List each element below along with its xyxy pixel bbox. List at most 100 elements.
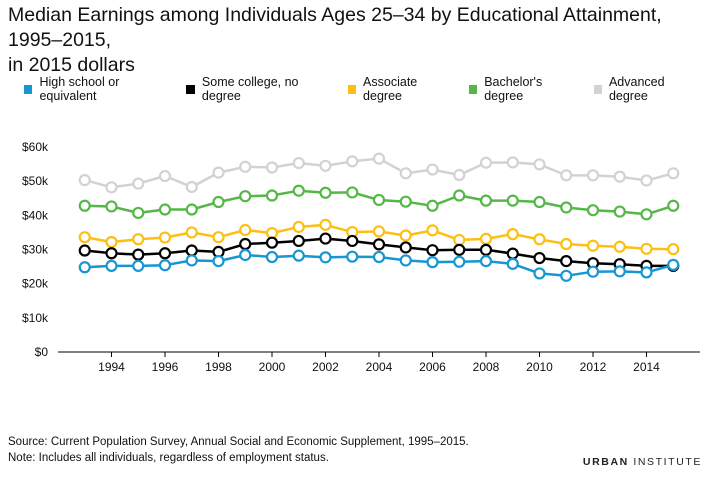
data-point-advanced-degree bbox=[640, 174, 653, 187]
data-point-high-school-or-equivalent bbox=[158, 259, 172, 272]
data-point-bachelor-s-degree bbox=[158, 203, 172, 216]
legend-label-bachelors: Bachelor's degree bbox=[484, 75, 543, 103]
data-point-bachelor-s-degree bbox=[399, 195, 412, 208]
data-point-high-school-or-equivalent bbox=[479, 255, 493, 268]
data-point-high-school-or-equivalent bbox=[346, 250, 359, 263]
data-point-some-college-no-degree bbox=[132, 248, 145, 261]
data-point-high-school-or-equivalent bbox=[533, 267, 546, 280]
data-point-bachelor-s-degree bbox=[667, 199, 680, 212]
data-point-advanced-degree bbox=[212, 166, 225, 179]
data-point-advanced-degree bbox=[667, 167, 680, 180]
data-point-advanced-degree bbox=[265, 161, 279, 174]
data-point-bachelor-s-degree bbox=[319, 186, 332, 199]
chart-title-line-1: Median Earnings among Individuals Ages 2… bbox=[8, 4, 662, 51]
data-point-associate-degree bbox=[319, 218, 332, 231]
data-point-associate-degree bbox=[292, 220, 305, 234]
data-point-high-school-or-equivalent bbox=[399, 254, 412, 267]
data-point-high-school-or-equivalent bbox=[132, 259, 145, 272]
data-point-high-school-or-equivalent bbox=[640, 266, 653, 279]
data-point-bachelor-s-degree bbox=[265, 189, 279, 202]
data-point-advanced-degree bbox=[319, 159, 332, 172]
data-point-some-college-no-degree bbox=[239, 237, 252, 251]
x-tick-label: 2004 bbox=[366, 360, 393, 374]
brand-bold: URBAN bbox=[582, 456, 629, 468]
data-point-associate-degree bbox=[560, 237, 573, 251]
legend-label-advanced: Advanced degree bbox=[608, 75, 665, 103]
data-point-associate-degree bbox=[586, 239, 600, 252]
data-point-high-school-or-equivalent bbox=[105, 259, 118, 272]
data-point-associate-degree bbox=[212, 231, 225, 244]
x-tick-label: 2006 bbox=[419, 360, 446, 374]
chart-title: Median Earnings among Individuals Ages 2… bbox=[8, 3, 713, 78]
y-tick-label: $30k bbox=[22, 243, 49, 257]
data-point-bachelor-s-degree bbox=[506, 194, 519, 207]
data-point-some-college-no-degree bbox=[78, 244, 91, 257]
data-point-bachelor-s-degree bbox=[185, 203, 198, 216]
x-tick-label: 2010 bbox=[526, 360, 553, 374]
data-point-advanced-degree bbox=[426, 163, 439, 176]
data-point-advanced-degree bbox=[506, 156, 519, 169]
data-point-some-college-no-degree bbox=[185, 244, 198, 257]
data-point-high-school-or-equivalent bbox=[667, 258, 680, 271]
data-point-some-college-no-degree bbox=[346, 234, 359, 248]
legend-swatch-associate bbox=[347, 84, 357, 94]
chart-title-line-2: in 2015 dollars bbox=[8, 54, 135, 76]
data-point-advanced-degree bbox=[132, 177, 145, 190]
data-point-associate-degree bbox=[78, 231, 91, 244]
x-tick-label: 2012 bbox=[580, 360, 607, 374]
data-point-high-school-or-equivalent bbox=[586, 265, 600, 278]
data-point-some-college-no-degree bbox=[560, 255, 573, 268]
data-point-high-school-or-equivalent bbox=[426, 256, 439, 269]
data-point-associate-degree bbox=[185, 226, 198, 239]
data-point-some-college-no-degree bbox=[533, 251, 546, 265]
data-point-some-college-no-degree bbox=[426, 244, 439, 257]
data-point-associate-degree bbox=[372, 225, 386, 238]
data-point-advanced-degree bbox=[346, 155, 359, 168]
data-point-bachelor-s-degree bbox=[613, 205, 626, 218]
data-point-advanced-degree bbox=[78, 174, 91, 187]
data-point-high-school-or-equivalent bbox=[560, 269, 573, 282]
data-point-some-college-no-degree bbox=[479, 243, 493, 256]
data-point-high-school-or-equivalent bbox=[78, 261, 91, 274]
data-point-bachelor-s-degree bbox=[533, 195, 546, 209]
data-point-advanced-degree bbox=[185, 180, 198, 194]
y-tick-label: $40k bbox=[22, 208, 49, 222]
data-point-advanced-degree bbox=[105, 181, 118, 194]
x-tick-label: 1994 bbox=[98, 360, 125, 374]
data-point-some-college-no-degree bbox=[506, 247, 519, 260]
data-point-some-college-no-degree bbox=[453, 243, 466, 256]
data-point-advanced-degree bbox=[560, 169, 573, 182]
y-tick-label: $60k bbox=[22, 140, 49, 154]
data-point-some-college-no-degree bbox=[372, 238, 386, 251]
legend: High school or equivalent Some college, … bbox=[24, 75, 716, 103]
data-point-advanced-degree bbox=[372, 152, 386, 165]
x-tick-label: 1996 bbox=[152, 360, 179, 374]
data-point-bachelor-s-degree bbox=[105, 200, 118, 213]
data-point-high-school-or-equivalent bbox=[292, 249, 305, 262]
data-point-bachelor-s-degree bbox=[239, 190, 252, 203]
data-point-bachelor-s-degree bbox=[78, 199, 91, 212]
data-point-associate-degree bbox=[613, 240, 626, 253]
source-note: Source: Current Population Survey, Annua… bbox=[8, 436, 469, 448]
data-point-bachelor-s-degree bbox=[640, 208, 653, 221]
data-point-high-school-or-equivalent bbox=[613, 265, 626, 278]
data-point-high-school-or-equivalent bbox=[453, 255, 466, 268]
data-point-high-school-or-equivalent bbox=[185, 254, 198, 267]
y-tick-label: $10k bbox=[22, 311, 49, 325]
data-point-bachelor-s-degree bbox=[132, 206, 145, 220]
data-point-associate-degree bbox=[453, 233, 466, 247]
legend-swatch-bachelors bbox=[468, 84, 478, 94]
data-point-high-school-or-equivalent bbox=[319, 251, 332, 264]
data-point-high-school-or-equivalent bbox=[239, 248, 252, 262]
data-point-advanced-degree bbox=[453, 168, 466, 182]
data-point-associate-degree bbox=[640, 242, 653, 255]
data-point-advanced-degree bbox=[613, 170, 626, 183]
data-point-associate-degree bbox=[667, 243, 680, 256]
data-point-some-college-no-degree bbox=[292, 234, 305, 248]
y-tick-label: $20k bbox=[22, 277, 49, 291]
data-point-advanced-degree bbox=[239, 160, 252, 173]
data-point-some-college-no-degree bbox=[319, 232, 332, 245]
legend-item-bachelors: Bachelor's degree bbox=[468, 75, 579, 103]
data-point-some-college-no-degree bbox=[158, 247, 172, 260]
legend-swatch-high-school bbox=[24, 84, 33, 94]
